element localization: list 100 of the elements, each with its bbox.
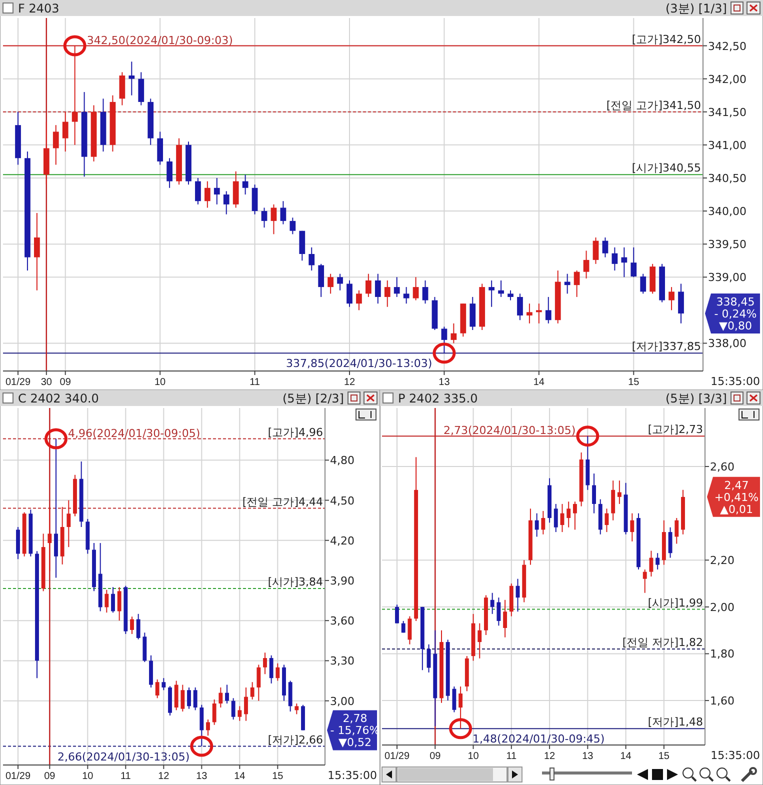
- ref-line-label: [저가]337,85: [632, 340, 701, 354]
- candlestick: [225, 684, 229, 704]
- x-tick-label: 01/29: [5, 771, 31, 782]
- annotation: 337,85(2024/01/30-13:03): [286, 357, 432, 370]
- x-tick-label: 30: [40, 377, 52, 388]
- candlestick: [276, 662, 280, 682]
- candlestick: [128, 61, 135, 96]
- y-tick-label: 341,00: [708, 138, 746, 152]
- candlestick: [426, 644, 431, 673]
- candlestick: [566, 501, 571, 528]
- x-tick-label: 09: [60, 377, 72, 388]
- candlestick: [384, 280, 390, 308]
- ref-line-label: [고가]342,50: [632, 32, 701, 46]
- text: 338,45 - 0,24% ▼0,80: [714, 295, 757, 332]
- candlestick: [212, 698, 216, 726]
- candlestick: [450, 322, 457, 344]
- x-tick-label: 09: [44, 771, 56, 782]
- ref-line-label: [시가]340,55: [632, 162, 701, 175]
- candlestick: [496, 597, 501, 626]
- candlestick: [193, 686, 198, 711]
- y-tick-label: 339,00: [708, 271, 746, 284]
- candlestick: [256, 664, 261, 702]
- chart-subtitle: (3분) [1/3]: [666, 2, 727, 16]
- annotation: 342,50(2024/01/30-09:03): [86, 34, 233, 47]
- ref-line-label: [저가]2,66: [268, 733, 323, 746]
- ref-line-label: [전일 저가]1,82: [622, 636, 703, 650]
- candlestick: [280, 200, 286, 225]
- candlestick: [136, 613, 140, 640]
- ref-line-label: [시가]3,84: [268, 576, 323, 589]
- y-tick-label: 2,00: [710, 600, 734, 614]
- y-tick-label: 4,20: [330, 534, 354, 548]
- chart-subtitle: (5분) [2/3]: [282, 392, 344, 406]
- candlestick: [452, 686, 456, 713]
- candlestick: [62, 111, 68, 152]
- candlestick: [656, 552, 660, 570]
- candlestick: [299, 230, 306, 262]
- candlestick: [250, 682, 254, 700]
- candlestick: [441, 326, 448, 354]
- candlestick: [328, 273, 334, 294]
- candlestick: [244, 686, 248, 722]
- candlestick: [162, 678, 166, 691]
- ref-line-label: [전일 고가]4,44: [242, 495, 323, 508]
- chart-title: P 2402 335.0: [398, 392, 478, 406]
- annotation: 2,73(2024/01/30-13:05): [444, 424, 576, 438]
- candlestick: [290, 217, 296, 235]
- candlestick: [231, 698, 236, 720]
- candlestick: [269, 654, 274, 684]
- candlestick: [270, 204, 277, 235]
- x-tick-label: 14: [533, 377, 545, 388]
- candlestick: [592, 236, 599, 264]
- x-axis-title: 15:35:00: [710, 375, 760, 388]
- candlestick: [138, 72, 144, 106]
- candlestick: [117, 586, 122, 622]
- candlestick: [48, 508, 52, 572]
- candlestick: [174, 680, 178, 711]
- candlestick: [214, 177, 220, 205]
- candlestick: [195, 177, 201, 205]
- candlestick: [223, 190, 230, 215]
- candlestick: [490, 592, 494, 614]
- candlestick: [583, 250, 590, 279]
- candlestick: [508, 290, 514, 301]
- candlestick: [374, 273, 381, 304]
- candlestick: [294, 702, 299, 715]
- candlestick: [478, 622, 482, 659]
- candlestick: [403, 286, 410, 304]
- x-axis-title: 15:35:00: [328, 769, 377, 782]
- y-tick-label: 3,90: [330, 574, 354, 588]
- candlestick: [630, 246, 637, 278]
- candlestick: [337, 273, 343, 291]
- y-tick-label: 3,60: [330, 614, 354, 628]
- candlestick: [238, 706, 242, 722]
- candlestick: [232, 170, 239, 208]
- y-tick-label: 342,50: [708, 40, 746, 53]
- candlestick: [263, 652, 267, 675]
- x-tick-label: 15: [628, 377, 640, 388]
- y-tick-label: 1,60: [710, 694, 734, 708]
- y-tick-label: 1,80: [710, 648, 734, 661]
- candlestick: [408, 616, 412, 645]
- candlestick: [536, 303, 542, 324]
- candlestick: [574, 270, 580, 298]
- y-tick-label: 338,00: [708, 337, 746, 350]
- y-tick-label: 339,50: [708, 238, 746, 252]
- candlestick: [200, 704, 204, 747]
- candlestick: [541, 510, 546, 535]
- x-tick-label: 13: [582, 751, 594, 762]
- ref-line-label: [고가]4,96: [268, 426, 323, 439]
- y-tick-label: 3,00: [330, 694, 354, 708]
- x-tick-label: 12: [544, 751, 556, 762]
- x-tick-label: 12: [344, 377, 356, 388]
- candlestick: [630, 512, 634, 542]
- candlestick: [674, 517, 679, 544]
- candlestick: [498, 280, 504, 298]
- y-tick-label: 342,00: [708, 72, 746, 86]
- candlestick: [104, 589, 109, 614]
- candlestick: [617, 480, 622, 504]
- candlestick: [346, 280, 352, 308]
- candlestick: [180, 684, 185, 712]
- y-tick-label: 341,50: [708, 106, 746, 119]
- candlestick: [218, 686, 223, 708]
- candlestick: [621, 246, 628, 278]
